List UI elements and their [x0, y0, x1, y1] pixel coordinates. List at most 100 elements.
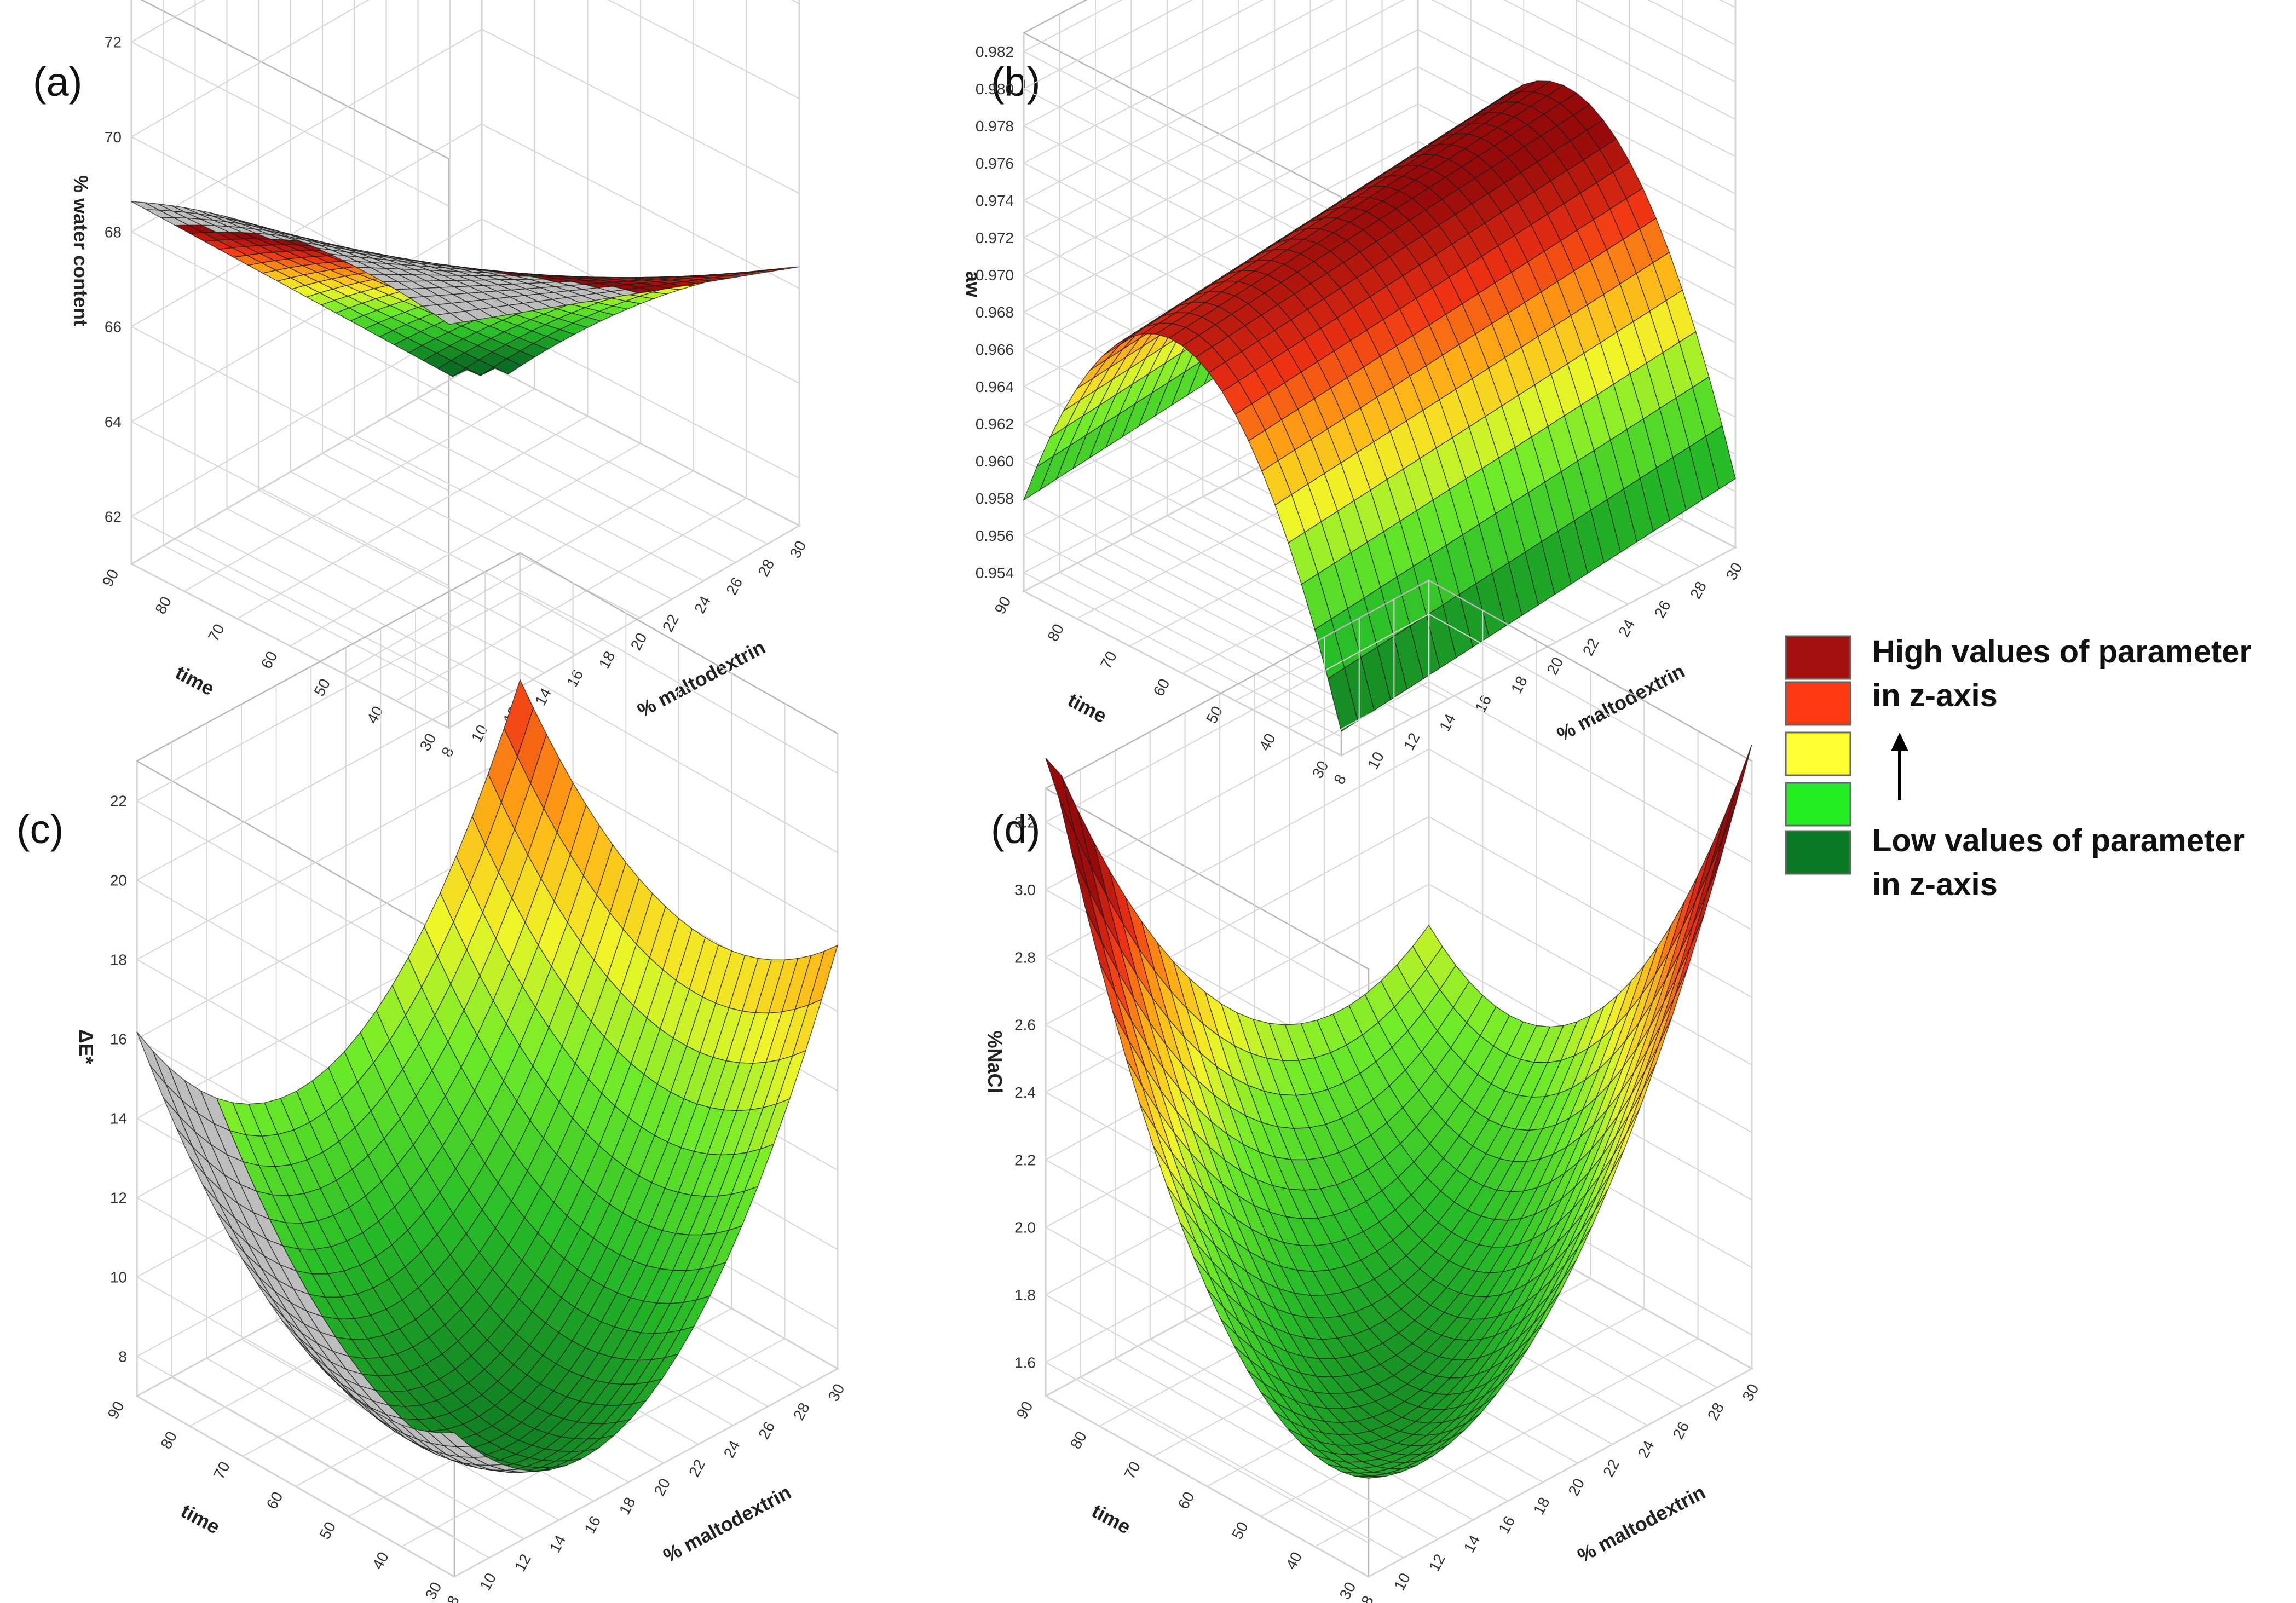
panel-d-x-axis-title: % maltodextrin: [1574, 1481, 1709, 1567]
panel-a-x-axis-title: % maltodextrin: [633, 636, 769, 722]
legend-swatch-medium: [1785, 731, 1851, 776]
y-tick-label: 60: [258, 649, 281, 672]
x-tick-label: 30: [787, 538, 810, 561]
panel-c-y-axis-title: time: [177, 1500, 224, 1538]
z-tick-label: 14: [110, 1110, 127, 1127]
y-tick-label: 50: [1203, 704, 1226, 726]
panel-c-x-axis-title: % maltodextrin: [660, 1481, 795, 1567]
legend-low-label-line1: Low values of parameter: [1872, 823, 2245, 858]
z-gridline: [1023, 29, 1418, 238]
panel-c-surface: [136, 679, 839, 1473]
y-tick-label: 40: [1256, 731, 1279, 754]
z-tick-label: 8: [118, 1348, 127, 1365]
y-tick-label: 30: [1309, 758, 1332, 781]
z-tick-label: 1.8: [1014, 1287, 1036, 1304]
legend-swatch-medium-low: [1785, 782, 1851, 827]
z-tick-label: 22: [110, 793, 127, 810]
z-gridline: [131, 28, 482, 233]
y-gridline: [131, 361, 482, 564]
y-tick-label: 60: [263, 1489, 286, 1512]
z-tick-label: 0.972: [976, 229, 1014, 246]
z-tick-label: 0.966: [976, 341, 1014, 358]
x-tick-label: 28: [1687, 579, 1710, 602]
panel-d-z-axis-title: %NaCl: [984, 1030, 1006, 1093]
z-tick-label: 70: [105, 129, 122, 146]
z-tick-label: 16: [110, 1031, 127, 1048]
z-gridline: [1045, 681, 1429, 890]
legend-high-label-line1: High values of parameter: [1872, 634, 2252, 670]
panel-b-label: (b): [991, 59, 1040, 105]
x-tick-label: 30: [1723, 560, 1746, 583]
x-tick-label: 20: [627, 630, 650, 653]
panel-d: (d) 1.6 1.8 2.0 2.2 2.4 2.6 2.8 3.0 3.2 8 10 12 14 16…: [984, 579, 1762, 1603]
z-gridline: [1023, 51, 1342, 216]
panel-c-label: (c): [16, 806, 64, 852]
y-tick-label: 40: [364, 704, 386, 726]
z-tick-label: 0.954: [976, 564, 1014, 581]
z-tick-label: 0.956: [976, 527, 1014, 544]
z-tick-label: 0.962: [976, 416, 1014, 433]
x-tick-label: 22: [1579, 636, 1602, 659]
panel-a-z-axis-title: % water content: [70, 175, 92, 326]
z-gridline: [1023, 498, 1342, 663]
x-tick-label: 14: [1461, 1532, 1484, 1555]
z-gridline: [131, 421, 449, 586]
y-tick-label: 60: [1150, 676, 1173, 699]
z-gridline: [131, 218, 482, 422]
y-gridline: [1368, 1368, 1752, 1577]
z-tick-label: 3.2: [1014, 814, 1036, 831]
y-tick-label: 40: [369, 1549, 392, 1572]
panel-b-surface: [1023, 80, 1736, 732]
z-gridline: [1023, 0, 1264, 126]
x-tick-label: 28: [1704, 1400, 1727, 1423]
x-tick-label: 14: [1436, 711, 1459, 734]
x-tick-label: 12: [1400, 730, 1423, 753]
z-tick-label: 0.976: [976, 155, 1014, 172]
y-tick-label: 60: [1175, 1489, 1198, 1512]
y-tick-label: 90: [105, 1399, 128, 1422]
panel-d-label: (d): [991, 806, 1040, 852]
panel-c-z-axis-title: ΔE*: [75, 1029, 97, 1064]
x-tick-label: 10: [1364, 749, 1387, 772]
surface-cell: [136, 1031, 166, 1085]
z-gridline: [131, 123, 482, 327]
y-tick-label: 30: [417, 731, 440, 754]
panel-d-y-axis-title: time: [1088, 1500, 1135, 1538]
x-tick-label: 28: [790, 1400, 813, 1423]
z-gridline: [1045, 884, 1429, 1093]
x-tick-label: 20: [1565, 1475, 1588, 1498]
y-tick-label: 90: [991, 594, 1014, 617]
z-tick-label: 0.960: [976, 453, 1014, 470]
x-tick-label: 16: [581, 1513, 604, 1536]
y-gridline: [1341, 547, 1736, 756]
y-gridline: [184, 388, 535, 592]
z-gridline: [131, 0, 370, 137]
surface-cell: [1709, 781, 1739, 872]
legend-high-label-line2: in z-axis: [1872, 678, 1998, 713]
z-tick-label: 68: [105, 223, 122, 240]
y-tick-label: 30: [422, 1579, 445, 1602]
z-tick-label: 20: [110, 872, 127, 889]
z-tick-label: 12: [110, 1190, 127, 1207]
x-tick-label: 14: [546, 1532, 569, 1555]
y-tick-label: 70: [205, 621, 228, 644]
z-tick-label: 1.6: [1014, 1354, 1036, 1371]
z-tick-label: 18: [110, 952, 127, 968]
legend-low-label-line2: in z-axis: [1872, 867, 1998, 902]
y-tick-label: 70: [1097, 649, 1120, 672]
x-tick-label: 26: [1651, 598, 1674, 621]
y-tick-label: 30: [1336, 1579, 1359, 1602]
panel-b: (b) 0.954 0.956 0.958 0.960 0.962 0.964 0.966 0…: [962, 0, 1746, 787]
x-tick-label: 16: [563, 667, 586, 690]
panel-b-x-axis-title: % maltodextrin: [1553, 660, 1688, 746]
y-tick-label: 80: [152, 594, 175, 617]
y-tick-label: 90: [99, 567, 122, 590]
y-tick-label: 50: [1228, 1519, 1251, 1542]
y-tick-label: 80: [1067, 1429, 1090, 1452]
legend-up-arrow-icon: ↑: [1891, 733, 1908, 800]
y-tick-label: 50: [316, 1519, 339, 1542]
z-tick-label: 0.980: [976, 80, 1014, 97]
z-tick-label: 0.970: [976, 267, 1014, 284]
y-gridline: [343, 470, 694, 674]
z-tick-label: 72: [105, 34, 122, 51]
